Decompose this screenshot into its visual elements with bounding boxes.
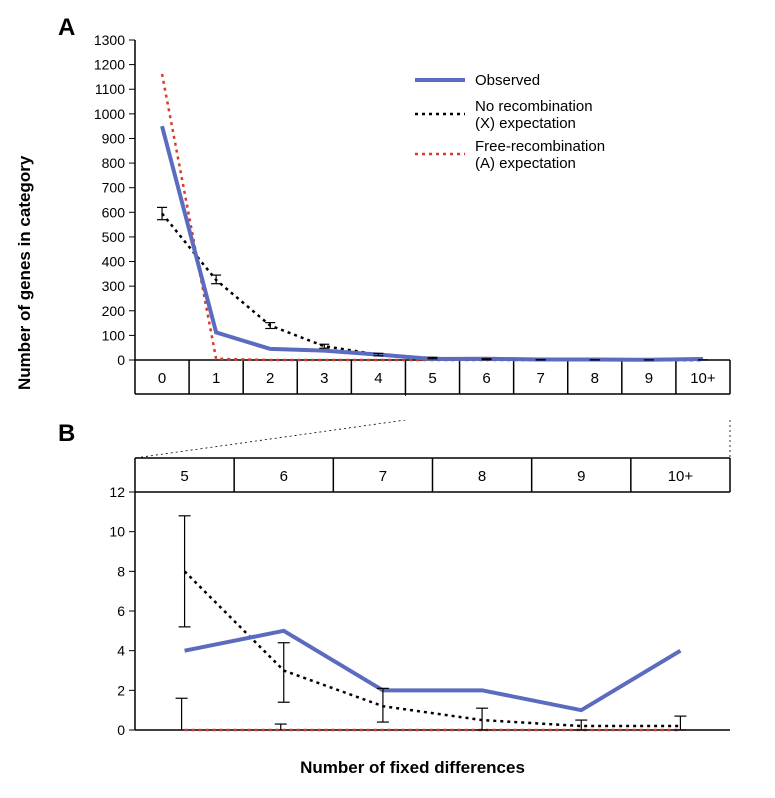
svg-text:(X) expectation: (X) expectation bbox=[475, 115, 576, 132]
svg-text:4: 4 bbox=[117, 643, 125, 659]
svg-text:Observed: Observed bbox=[475, 72, 540, 89]
svg-text:3: 3 bbox=[320, 370, 328, 387]
svg-text:900: 900 bbox=[102, 130, 126, 146]
svg-text:100: 100 bbox=[102, 327, 126, 343]
svg-text:6: 6 bbox=[280, 468, 288, 485]
svg-text:6: 6 bbox=[482, 370, 490, 387]
svg-text:0: 0 bbox=[117, 352, 125, 368]
svg-text:8: 8 bbox=[117, 563, 125, 579]
y-axis-label: Number of genes in category bbox=[15, 156, 35, 390]
svg-text:8: 8 bbox=[591, 370, 599, 387]
svg-text:7: 7 bbox=[379, 468, 387, 485]
svg-text:1200: 1200 bbox=[94, 57, 125, 73]
svg-text:8: 8 bbox=[478, 468, 486, 485]
panel-b-chart: 5 6 7 8 9 10+ 0 2 4 6 8 10 12 bbox=[20, 420, 755, 750]
svg-text:700: 700 bbox=[102, 180, 126, 196]
svg-text:500: 500 bbox=[102, 229, 126, 245]
panel-b-label: B bbox=[58, 420, 75, 448]
svg-text:9: 9 bbox=[645, 370, 653, 387]
svg-text:800: 800 bbox=[102, 155, 126, 171]
svg-text:1300: 1300 bbox=[94, 32, 125, 48]
svg-text:10+: 10+ bbox=[668, 468, 694, 485]
svg-text:1000: 1000 bbox=[94, 106, 125, 122]
svg-text:2: 2 bbox=[117, 682, 125, 698]
svg-text:Free-recombination: Free-recombination bbox=[475, 138, 605, 155]
svg-text:0: 0 bbox=[158, 370, 166, 387]
svg-text:6: 6 bbox=[117, 603, 125, 619]
svg-text:0: 0 bbox=[117, 722, 125, 738]
svg-text:(A) expectation: (A) expectation bbox=[475, 155, 576, 172]
x-axis-label: Number of fixed differences bbox=[70, 758, 755, 778]
panel-a-label: A bbox=[58, 14, 75, 42]
panel-a-chart: 0 100 200 300 400 500 600 700 800 900 1000 1100 1200… bbox=[20, 20, 755, 420]
svg-text:1: 1 bbox=[212, 370, 220, 387]
figure-root: Number of genes in category A 0100200300… bbox=[20, 20, 755, 778]
svg-text:5: 5 bbox=[428, 370, 436, 387]
svg-text:300: 300 bbox=[102, 278, 126, 294]
svg-text:7: 7 bbox=[537, 370, 545, 387]
svg-text:400: 400 bbox=[102, 254, 126, 270]
svg-text:No recombination: No recombination bbox=[475, 98, 593, 115]
svg-text:12: 12 bbox=[109, 484, 125, 500]
svg-text:1100: 1100 bbox=[95, 81, 125, 97]
svg-text:4: 4 bbox=[374, 370, 382, 387]
svg-text:200: 200 bbox=[102, 303, 126, 319]
svg-text:600: 600 bbox=[102, 204, 126, 220]
svg-text:9: 9 bbox=[577, 468, 585, 485]
svg-text:2: 2 bbox=[266, 370, 274, 387]
svg-text:5: 5 bbox=[180, 468, 188, 485]
svg-text:10: 10 bbox=[109, 524, 125, 540]
svg-text:10+: 10+ bbox=[690, 370, 716, 387]
